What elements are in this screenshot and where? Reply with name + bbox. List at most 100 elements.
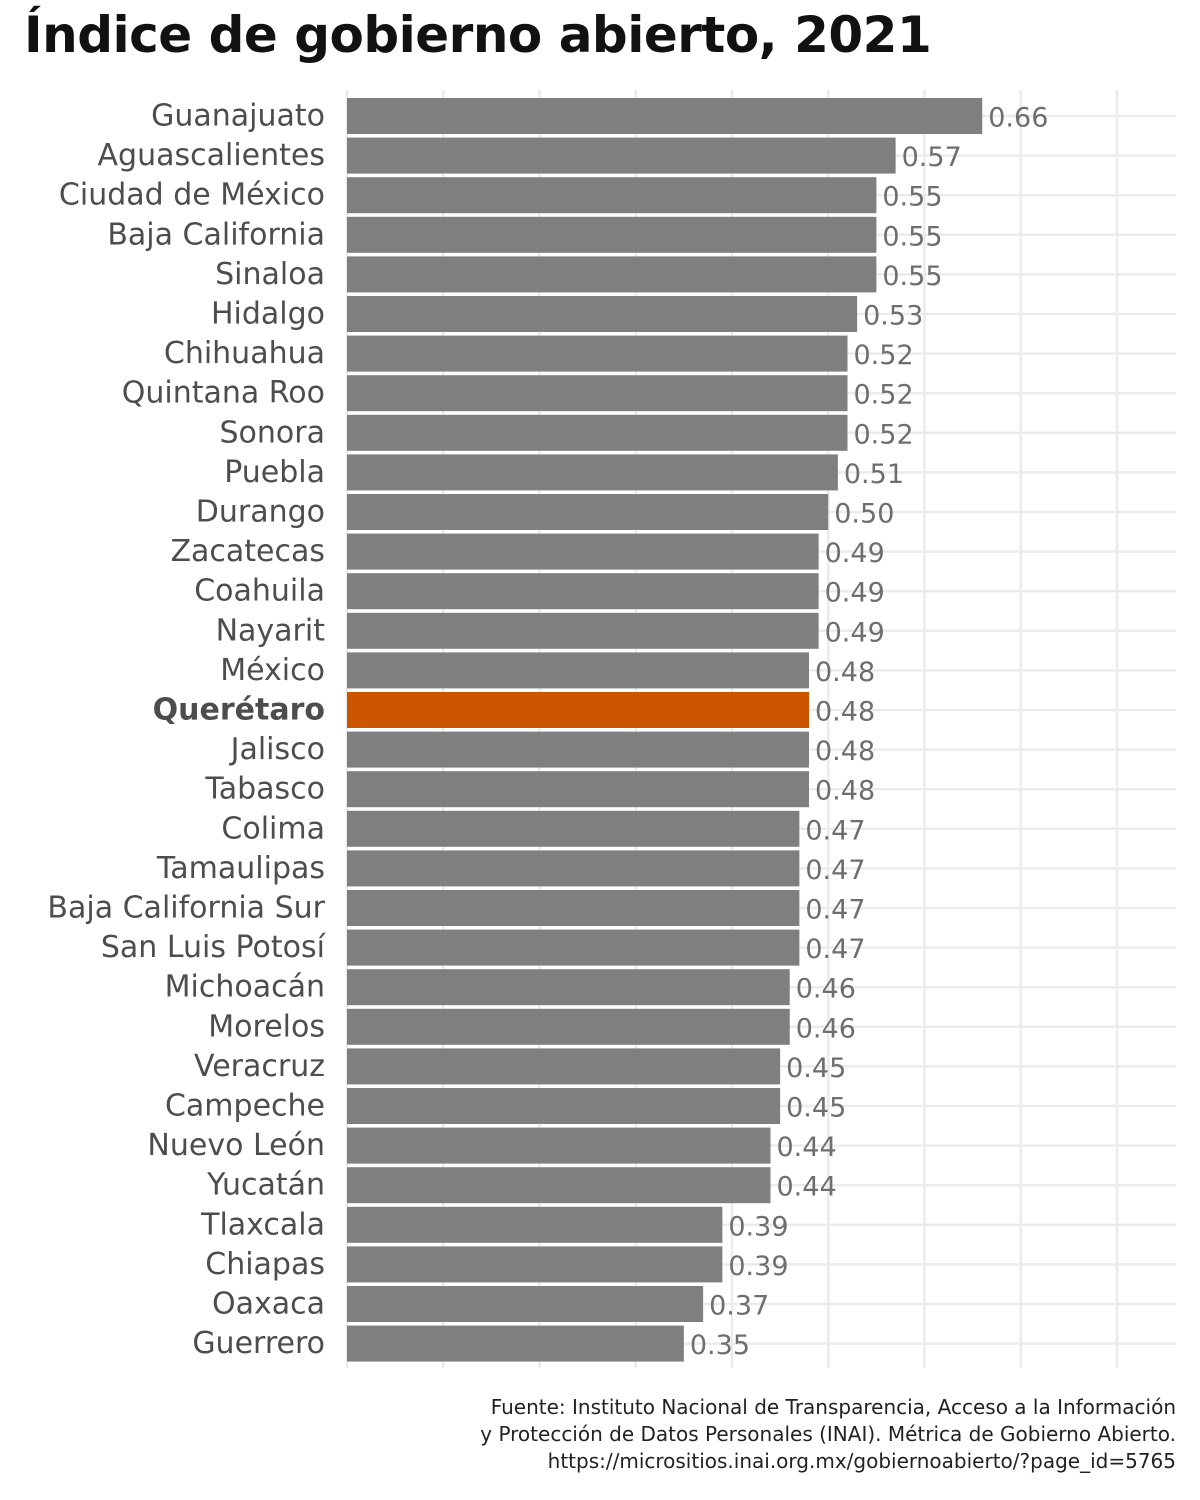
bar-campeche [347,1088,781,1124]
bar-mexico [347,652,809,689]
category-label-san-luis-potosi: San Luis Potosí [101,930,327,965]
category-label-ciudad-de-mexico: Ciudad de México [59,178,325,213]
bar-guerrero [347,1325,684,1362]
category-label-michoacan: Michoacán [165,970,325,1005]
bar-nayarit [347,612,819,649]
category-label-yucatan: Yucatán [206,1168,325,1203]
value-label-baja-california-sur: 0.47 [805,895,865,926]
bar-tabasco [347,771,809,808]
chart-title: Índice de gobierno abierto, 2021 [24,6,932,64]
bar-chihuahua [347,335,848,372]
bar-chart: Guanajuato 0.66 Aguascalientes 0.57 Ciudad d… [47,90,1176,1368]
bar-hidalgo [347,296,858,332]
category-label-chiapas: Chiapas [205,1247,325,1282]
value-label-baja-california: 0.55 [882,221,942,252]
value-label-hidalgo: 0.53 [863,301,923,332]
category-label-nuevo-leon: Nuevo León [147,1128,325,1163]
bar-veracruz [347,1048,781,1085]
category-label-mexico: México [220,653,325,688]
bar-chiapas [347,1246,723,1283]
value-label-durango: 0.50 [834,499,894,530]
label-layer: Guanajuato 0.66 Aguascalientes 0.57 Ciudad d… [47,99,1048,1362]
category-label-sinaloa: Sinaloa [215,257,325,292]
value-label-tlaxcala: 0.39 [728,1211,788,1242]
bar-puebla [347,454,838,491]
value-label-quintana-roo: 0.52 [854,380,914,411]
value-label-chihuahua: 0.52 [854,340,914,371]
value-label-nayarit: 0.49 [825,617,885,648]
value-label-jalisco: 0.48 [815,736,875,767]
bar-oaxaca [347,1286,704,1322]
category-label-nayarit: Nayarit [216,613,326,648]
category-label-baja-california: Baja California [107,217,325,252]
bar-morelos [347,1008,790,1045]
bar-quintana-roo [347,375,848,412]
category-label-coahuila: Coahuila [194,574,325,609]
bar-sonora [347,414,848,451]
value-label-chiapas: 0.39 [728,1251,788,1282]
category-label-hidalgo: Hidalgo [211,297,325,332]
value-label-puebla: 0.51 [844,459,904,490]
value-label-yucatan: 0.44 [777,1172,837,1203]
source-line-1: Fuente: Instituto Nacional de Transparen… [490,1395,1176,1419]
source-line-2: y Protección de Datos Personales (INAI).… [480,1422,1176,1446]
category-label-durango: Durango [196,495,325,530]
value-label-sinaloa: 0.55 [882,261,942,292]
category-label-baja-california-sur: Baja California Sur [47,891,325,926]
bar-queretaro [347,692,809,728]
bar-zacatecas [347,533,819,570]
value-label-veracruz: 0.45 [786,1053,846,1084]
value-label-aguascalientes: 0.57 [902,142,962,173]
bar-san-luis-potosi [347,929,800,966]
value-label-guanajuato: 0.66 [988,103,1048,134]
bar-ciudad-de-mexico [347,177,877,214]
category-label-guanajuato: Guanajuato [151,99,325,134]
category-label-campeche: Campeche [165,1089,325,1124]
bar-aguascalientes [347,137,896,174]
bar-guanajuato [347,98,983,134]
category-label-quintana-roo: Quintana Roo [122,376,325,411]
value-label-guerrero: 0.35 [690,1330,750,1361]
bar-tlaxcala [347,1206,723,1243]
category-label-tabasco: Tabasco [204,772,325,807]
value-label-sonora: 0.52 [854,419,914,450]
value-label-san-luis-potosi: 0.47 [805,934,865,965]
value-label-coahuila: 0.49 [825,578,885,609]
category-label-jalisco: Jalisco [229,732,325,767]
value-label-ciudad-de-mexico: 0.55 [882,182,942,213]
value-label-colima: 0.47 [805,815,865,846]
category-label-puebla: Puebla [224,455,325,490]
bar-yucatan [347,1167,771,1204]
value-label-michoacan: 0.46 [796,974,856,1005]
source-note: Fuente: Instituto Nacional de Transparen… [480,1394,1176,1475]
value-label-oaxaca: 0.37 [709,1291,769,1322]
category-label-queretaro: Querétaro [153,693,325,728]
category-label-veracruz: Veracruz [194,1049,325,1084]
bar-layer [347,98,983,1362]
bar-durango [347,494,829,530]
category-label-guerrero: Guerrero [192,1326,325,1361]
category-label-sonora: Sonora [220,415,325,450]
bar-coahuila [347,573,819,610]
category-label-colima: Colima [221,811,325,846]
bar-colima [347,810,800,847]
bar-baja-california [347,216,877,253]
category-label-chihuahua: Chihuahua [164,336,325,371]
bar-baja-california-sur [347,890,800,926]
bar-jalisco [347,731,809,768]
bar-sinaloa [347,256,877,293]
category-label-zacatecas: Zacatecas [170,534,325,569]
category-label-oaxaca: Oaxaca [212,1287,325,1322]
source-line-3: https://micrositios.inai.org.mx/gobierno… [547,1449,1176,1473]
value-label-queretaro: 0.48 [815,697,875,728]
bar-nuevo-leon [347,1127,771,1164]
category-label-morelos: Morelos [208,1009,325,1044]
bar-tamaulipas [347,850,800,887]
category-label-tamaulipas: Tamaulipas [156,851,325,886]
value-label-zacatecas: 0.49 [825,538,885,569]
value-label-nuevo-leon: 0.44 [777,1132,837,1163]
category-label-tlaxcala: Tlaxcala [200,1207,325,1242]
value-label-mexico: 0.48 [815,657,875,688]
value-label-tamaulipas: 0.47 [805,855,865,886]
category-label-aguascalientes: Aguascalientes [98,138,325,173]
